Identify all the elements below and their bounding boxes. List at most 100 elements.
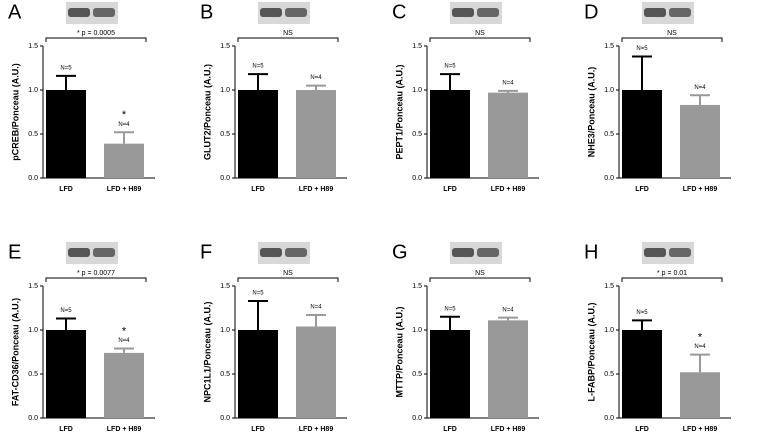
significance-label: NS [475, 270, 485, 277]
bar [296, 90, 336, 178]
blot-band [477, 8, 499, 17]
blot-band [68, 8, 90, 17]
x-tick-label: LFD + H89 [107, 426, 142, 433]
n-label: N=5 [444, 306, 456, 312]
significance-label: * p = 0.0077 [77, 270, 115, 277]
y-tick-label: 1.5 [28, 43, 38, 50]
bar [430, 330, 470, 418]
y-tick-label: 0.5 [220, 131, 230, 138]
y-tick-label: 0.0 [604, 415, 614, 422]
blot-bg [642, 2, 694, 24]
significance-label: * p = 0.0005 [77, 30, 115, 37]
significance-bracket [237, 277, 339, 282]
blot-image [258, 2, 310, 24]
blot-image [66, 2, 118, 24]
blot-band [669, 8, 691, 17]
y-axis-label: NPC1L1/Ponceau (A.U.) [202, 301, 212, 402]
significance-bracket [621, 37, 723, 42]
significance-bracket [237, 37, 339, 42]
x-tick-label: LFD [59, 426, 73, 433]
n-label: N=4 [502, 307, 514, 313]
blot-image [258, 242, 310, 264]
y-tick-label: 0.5 [604, 371, 614, 378]
blot-band [452, 8, 474, 17]
bar [622, 330, 662, 418]
y-tick-label: 1.0 [604, 327, 614, 334]
n-label: N=5 [444, 64, 456, 70]
y-tick-label: 1.0 [604, 87, 614, 94]
panel: B 0.0 0.5 1.0 1.5 GLUT2/Ponceau (A.U.) NS N=5 LF… [200, 1, 347, 193]
bar [430, 90, 470, 178]
bar [680, 372, 720, 418]
x-tick-label: LFD + H89 [491, 426, 526, 433]
y-tick-label: 0.0 [28, 415, 38, 422]
y-tick-label: 0.5 [412, 131, 422, 138]
y-axis-label: NHE3/Ponceau (A.U.) [586, 67, 596, 158]
x-tick-label: LFD [635, 186, 649, 193]
blot-band [644, 248, 666, 257]
blot-band [68, 248, 90, 257]
blot-image [450, 2, 502, 24]
y-tick-label: 0.0 [604, 175, 614, 182]
blot-band [260, 8, 282, 17]
y-tick-label: 1.0 [412, 87, 422, 94]
blot-band [260, 248, 282, 257]
y-tick-label: 0.0 [412, 415, 422, 422]
blot-band [669, 248, 691, 257]
panel: A 0.0 0.5 1.0 1.5 pCREB/Ponceau (A.U.) * p = 0… [8, 1, 155, 193]
n-label: N=4 [310, 305, 322, 311]
y-tick-label: 0.5 [412, 371, 422, 378]
y-tick-label: 1.5 [220, 43, 230, 50]
blot-band [285, 248, 307, 257]
y-axis-label: L-FABP/Ponceau (A.U.) [586, 302, 596, 401]
significance-bracket [45, 277, 147, 282]
x-tick-label: LFD + H89 [491, 186, 526, 193]
significance-star: * [698, 332, 703, 344]
x-tick-label: LFD [251, 426, 265, 433]
x-tick-label: LFD + H89 [299, 426, 334, 433]
n-label: N=5 [60, 65, 72, 71]
y-tick-label: 0.0 [412, 175, 422, 182]
blot-bg [450, 242, 502, 264]
y-tick-label: 0.0 [220, 415, 230, 422]
blot-bg [642, 242, 694, 264]
y-tick-label: 0.5 [28, 131, 38, 138]
y-tick-label: 1.0 [412, 327, 422, 334]
significance-label: NS [283, 30, 293, 37]
y-tick-label: 1.5 [412, 43, 422, 50]
y-axis-label: FAT-CD36/Ponceau (A.U.) [10, 298, 20, 406]
y-tick-label: 0.5 [604, 131, 614, 138]
n-label: N=5 [252, 291, 264, 297]
significance-bracket [45, 37, 147, 42]
panel-label: H [584, 241, 598, 263]
bar [238, 330, 278, 418]
bar [488, 320, 528, 418]
blot-image [66, 242, 118, 264]
y-tick-label: 1.5 [604, 43, 614, 50]
significance-label: NS [667, 30, 677, 37]
y-tick-label: 1.0 [220, 327, 230, 334]
y-tick-label: 1.0 [28, 87, 38, 94]
significance-label: NS [475, 30, 485, 37]
bar [238, 90, 278, 178]
blot-band [93, 8, 115, 17]
y-tick-label: 1.5 [220, 283, 230, 290]
blot-image [450, 242, 502, 264]
x-tick-label: LFD [59, 186, 73, 193]
x-tick-label: LFD [635, 426, 649, 433]
bar [46, 90, 86, 178]
blot-bg [258, 242, 310, 264]
n-label: N=4 [694, 344, 706, 350]
panel: H 0.0 0.5 1.0 1.5 L-FABP/Ponceau (A.U.) * p = … [584, 241, 731, 433]
y-axis-label: PEPT1/Ponceau (A.U.) [394, 64, 404, 159]
bar [296, 326, 336, 418]
panel-label: A [8, 1, 22, 23]
y-tick-label: 1.0 [220, 87, 230, 94]
panel: F 0.0 0.5 1.0 1.5 NPC1L1/Ponceau (A.U.) NS N=5 L… [200, 241, 347, 433]
blot-image [642, 242, 694, 264]
y-axis-label: pCREB/Ponceau (A.U.) [10, 63, 20, 161]
x-tick-label: LFD + H89 [683, 186, 718, 193]
bar [46, 330, 86, 418]
y-tick-label: 0.0 [28, 175, 38, 182]
